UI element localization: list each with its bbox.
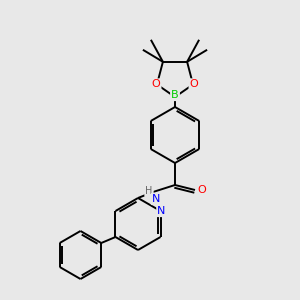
Text: N: N	[157, 206, 166, 216]
Text: O: O	[190, 80, 198, 89]
Text: H: H	[145, 186, 153, 196]
Text: O: O	[152, 80, 160, 89]
Text: N: N	[152, 194, 160, 204]
Text: B: B	[171, 90, 179, 100]
Text: O: O	[198, 185, 206, 195]
